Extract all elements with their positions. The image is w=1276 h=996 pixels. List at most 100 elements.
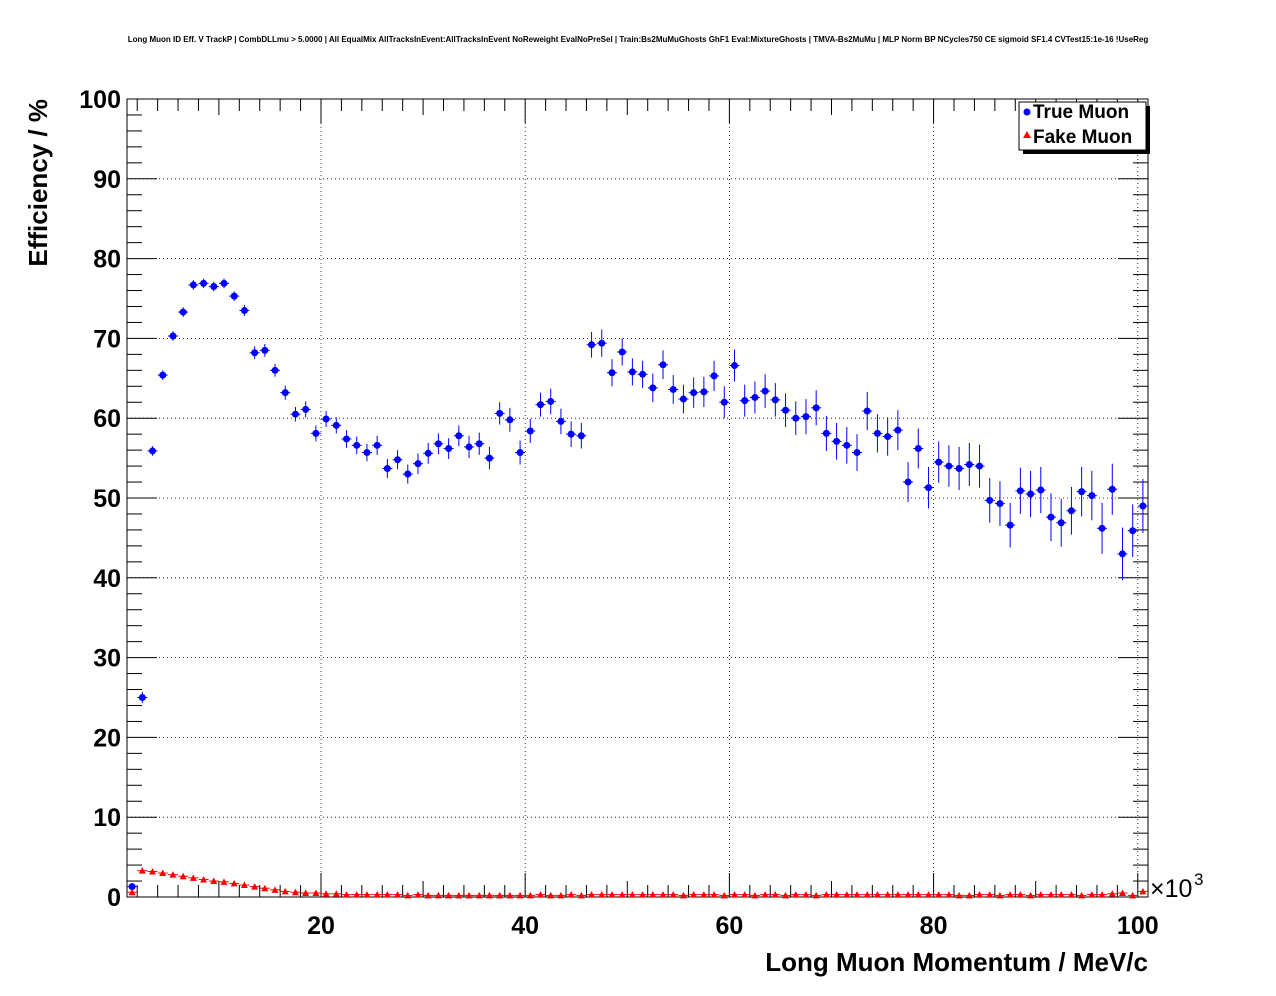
data-point	[833, 891, 841, 898]
y-tick-label: 90	[93, 166, 121, 194]
data-point	[526, 427, 534, 435]
data-point	[475, 440, 483, 448]
data-point	[567, 891, 575, 898]
data-point	[639, 891, 647, 898]
data-point	[445, 891, 453, 899]
data-point	[312, 429, 320, 437]
data-point	[332, 421, 340, 429]
data-point	[771, 396, 779, 404]
data-point	[537, 891, 545, 898]
data-point	[843, 891, 851, 898]
data-point	[200, 875, 208, 883]
data-point	[618, 891, 626, 898]
data-point	[935, 891, 943, 898]
data-point	[955, 464, 963, 472]
series-true-muon	[127, 278, 1148, 891]
data-point	[1006, 891, 1014, 898]
data-point	[884, 433, 892, 441]
data-point	[312, 889, 320, 897]
data-point	[465, 443, 473, 451]
data-point	[414, 891, 422, 898]
data-point	[567, 430, 575, 438]
data-point	[383, 891, 391, 898]
y-tick-label: 20	[93, 724, 121, 752]
data-point	[1027, 891, 1035, 899]
data-point	[1067, 507, 1075, 515]
data-point	[1139, 887, 1147, 895]
data-point	[179, 872, 187, 880]
data-point	[149, 447, 157, 455]
data-point	[302, 405, 310, 413]
data-point	[138, 867, 146, 874]
x-tick-labels: 20 40 60 80 100	[307, 912, 1159, 940]
data-point	[547, 397, 555, 405]
data-point	[281, 887, 289, 895]
data-point	[894, 891, 902, 898]
data-point	[189, 281, 197, 289]
chart-title: Long Muon ID Eff. V TrackP | CombDLLmu >…	[128, 35, 1149, 44]
data-point	[577, 891, 585, 899]
data-point	[935, 458, 943, 466]
data-point	[516, 449, 524, 457]
data-point	[251, 349, 259, 357]
data-point	[812, 891, 820, 899]
data-point	[914, 891, 922, 898]
data-point	[863, 407, 871, 415]
x-tick-label: 60	[715, 912, 743, 940]
data-point	[608, 369, 616, 377]
data-point	[1078, 891, 1086, 899]
data-point	[526, 891, 534, 899]
x-tick-label: 80	[920, 912, 948, 940]
data-point	[690, 389, 698, 397]
legend-box	[1018, 101, 1147, 151]
data-point	[914, 445, 922, 453]
data-point	[557, 417, 565, 425]
data-point	[679, 891, 687, 899]
data-point	[404, 470, 412, 478]
data-point	[353, 891, 361, 898]
y-tick-label: 0	[107, 884, 121, 912]
x-tick-label: 40	[511, 912, 539, 940]
data-point	[1088, 492, 1096, 500]
data-point	[802, 891, 810, 898]
data-series	[127, 278, 1148, 899]
data-point	[200, 279, 208, 287]
data-point	[853, 891, 861, 898]
data-point	[588, 891, 596, 898]
x-axis-title: Long Muon Momentum / MeV/c	[765, 947, 1148, 977]
data-point	[628, 368, 636, 376]
y-tick-label: 100	[79, 86, 121, 114]
y-tick-label: 10	[93, 804, 121, 832]
data-point	[261, 884, 269, 892]
data-point	[394, 456, 402, 464]
data-point	[291, 410, 299, 418]
data-point	[996, 891, 1004, 899]
data-point	[485, 454, 493, 462]
data-point	[434, 891, 442, 899]
data-point	[230, 292, 238, 300]
data-point	[924, 484, 932, 492]
data-point	[873, 891, 881, 898]
legend-marker-true-muon	[1023, 108, 1031, 116]
data-point	[1108, 485, 1116, 493]
y-tick-label: 70	[93, 325, 121, 353]
data-point	[1129, 891, 1137, 899]
data-point	[465, 891, 473, 899]
data-point	[945, 891, 953, 898]
data-point	[210, 283, 218, 291]
data-point	[261, 346, 269, 354]
y-axis-title: Efficiency / %	[23, 99, 53, 267]
data-point	[230, 879, 238, 887]
data-point	[710, 891, 718, 898]
data-point	[332, 890, 340, 897]
data-point	[240, 306, 248, 314]
data-point	[424, 449, 432, 457]
data-point	[240, 881, 248, 889]
data-point	[424, 891, 432, 899]
data-point	[363, 891, 371, 898]
data-point	[1078, 488, 1086, 496]
x-multiplier-exponent: 3	[1194, 870, 1203, 889]
data-point	[353, 441, 361, 449]
y-tick-label: 50	[93, 485, 121, 513]
